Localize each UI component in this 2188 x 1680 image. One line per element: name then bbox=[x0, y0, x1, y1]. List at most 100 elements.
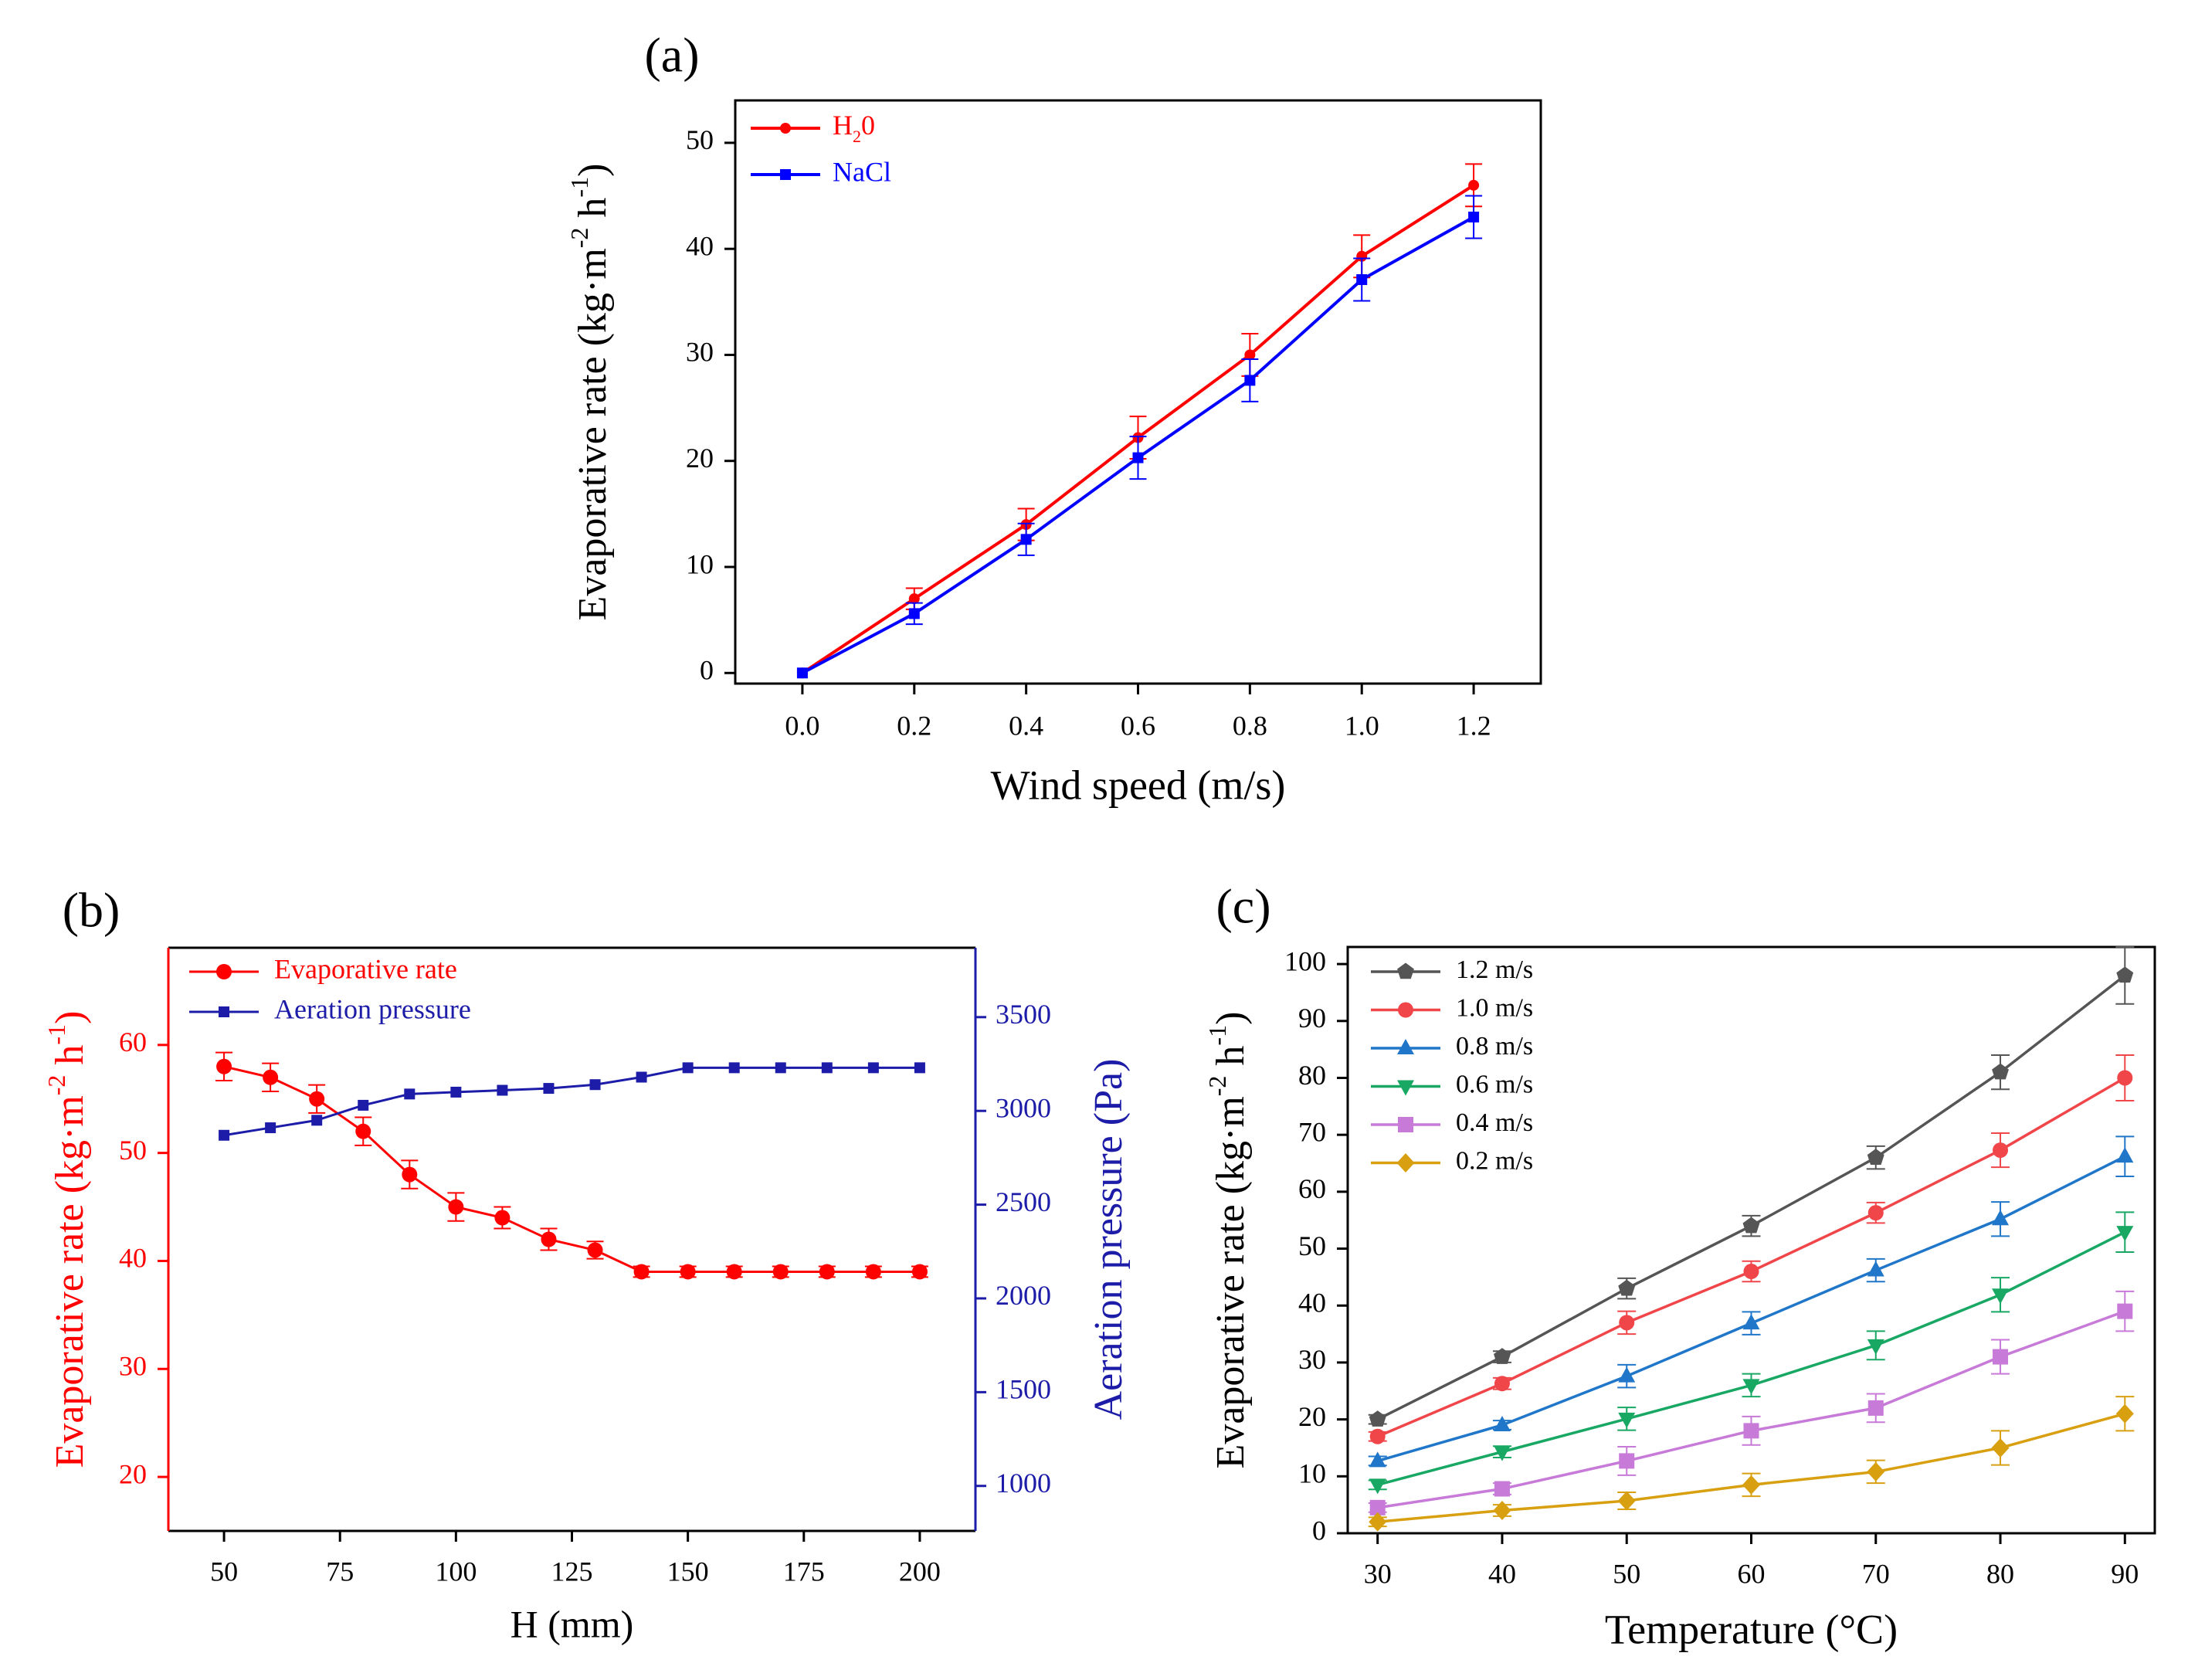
legend-marker bbox=[1398, 1117, 1413, 1132]
x-axis-title: Wind speed (m/s) bbox=[991, 762, 1286, 808]
data-point bbox=[908, 593, 920, 605]
data-point bbox=[2116, 1147, 2134, 1163]
x-tick-label: 1.2 bbox=[1457, 710, 1491, 741]
data-point bbox=[450, 1086, 462, 1098]
data-point bbox=[1244, 375, 1256, 386]
data-point bbox=[1494, 1481, 1510, 1497]
y-tick-label: 10 bbox=[686, 548, 714, 579]
data-point bbox=[1992, 1288, 2010, 1305]
panel-label: (c) bbox=[1216, 879, 1270, 934]
data-point bbox=[1867, 1339, 1884, 1355]
x-tick-label: 30 bbox=[1364, 1558, 1392, 1589]
data-point bbox=[914, 1062, 925, 1074]
y-axis-title-part: -2 bbox=[1203, 1076, 1231, 1097]
data-point bbox=[1992, 1210, 2010, 1226]
x-tick-label: 0.6 bbox=[1121, 710, 1155, 741]
legend-label: NaCl bbox=[833, 156, 891, 187]
y-axis-title-part: -1 bbox=[1203, 1025, 1231, 1046]
x-axis-title: H (mm) bbox=[511, 1602, 634, 1645]
data-point bbox=[1618, 1279, 1636, 1296]
data-point bbox=[1369, 1410, 1386, 1427]
x-tick-label: 0.4 bbox=[1009, 710, 1043, 741]
data-point bbox=[1494, 1376, 1510, 1392]
data-point bbox=[1494, 1348, 1511, 1364]
data-point bbox=[1993, 1349, 2009, 1365]
x-tick-label: 0.2 bbox=[897, 710, 931, 741]
data-point bbox=[796, 667, 808, 679]
data-point bbox=[448, 1199, 464, 1215]
y-tick-label: 100 bbox=[1284, 945, 1326, 976]
right-y-tick-label: 1000 bbox=[996, 1468, 1051, 1498]
data-point bbox=[867, 1062, 879, 1074]
left-y-axis-title-part: -1 bbox=[42, 1024, 70, 1045]
x-tick-label: 175 bbox=[783, 1556, 825, 1587]
y-axis-title-part: -1 bbox=[565, 177, 593, 198]
legend-marker bbox=[1397, 962, 1414, 979]
legend-marker bbox=[1398, 1002, 1413, 1018]
data-point bbox=[219, 1129, 230, 1141]
legend-marker bbox=[219, 1006, 229, 1017]
left-y-tick-label: 50 bbox=[119, 1135, 147, 1166]
x-tick-label: 50 bbox=[1613, 1558, 1640, 1589]
data-point bbox=[543, 1083, 555, 1095]
data-point bbox=[1617, 1491, 1636, 1511]
data-point bbox=[404, 1088, 416, 1100]
y-tick-label: 30 bbox=[686, 337, 714, 368]
series-line bbox=[223, 1066, 920, 1137]
data-point bbox=[587, 1242, 603, 1258]
series-evaporative-rate: Evaporative rate bbox=[189, 953, 928, 1280]
data-point bbox=[1493, 1445, 1511, 1461]
data-point bbox=[1468, 179, 1480, 191]
data-point bbox=[1992, 1063, 2009, 1080]
data-point bbox=[1493, 1415, 1511, 1431]
data-point bbox=[682, 1062, 694, 1074]
left-y-axis-title: Evaporative rate (kg·m-2 h-1) bbox=[42, 1011, 92, 1468]
data-point bbox=[309, 1091, 325, 1107]
left-y-tick-label: 30 bbox=[119, 1351, 147, 1382]
legend-label: Aeration pressure bbox=[274, 993, 471, 1024]
y-axis-title-part: h bbox=[1209, 1046, 1253, 1076]
data-point bbox=[1991, 1437, 2010, 1458]
right-y-tick-label: 3000 bbox=[996, 1092, 1051, 1123]
y-tick-label: 10 bbox=[1298, 1458, 1326, 1489]
series-nacl: NaCl bbox=[751, 156, 1483, 679]
data-point bbox=[2117, 1303, 2133, 1319]
data-point bbox=[1132, 452, 1144, 463]
series-1-2-m-s: 1.2 m/s bbox=[1368, 946, 2135, 1427]
legend-marker bbox=[1396, 1153, 1415, 1173]
data-point bbox=[1369, 1451, 1386, 1468]
data-point bbox=[821, 1062, 833, 1074]
x-tick-label: 0.8 bbox=[1233, 710, 1267, 741]
data-point bbox=[772, 1264, 789, 1280]
x-tick-label: 40 bbox=[1488, 1558, 1516, 1589]
x-tick-label: 80 bbox=[1986, 1558, 2014, 1589]
data-point bbox=[911, 1264, 928, 1280]
data-point bbox=[728, 1062, 740, 1074]
panel-label: (b) bbox=[63, 883, 120, 938]
y-axis-title: Evaporative rate (kg·m-2 h-1) bbox=[1203, 1012, 1253, 1469]
panel-c-chart: (c) 0 10 20 30 40 50 60 70 80 90 100 30 40 50 60 70 80 90 T… bbox=[1203, 879, 2156, 1652]
data-point bbox=[1619, 1453, 1635, 1469]
left-y-axis-title-part: h bbox=[48, 1045, 92, 1075]
data-point bbox=[494, 1210, 511, 1226]
legend-marker bbox=[780, 123, 791, 134]
legend-label-part: H bbox=[833, 110, 853, 141]
right-y-tick-label: 1500 bbox=[996, 1374, 1051, 1405]
data-point bbox=[1867, 1400, 1884, 1416]
right-y-tick-label: 2000 bbox=[996, 1280, 1051, 1311]
panel-b-chart: (b) 20 30 40 50 60 1000 1500 2000 2500 3000 3500 50 7… bbox=[42, 883, 1131, 1646]
data-point bbox=[1619, 1315, 1635, 1331]
y-tick-label: 60 bbox=[1298, 1173, 1326, 1204]
left-y-axis-title-part: Evaporative rate (kg·m bbox=[48, 1095, 92, 1468]
data-point bbox=[775, 1062, 786, 1074]
x-tick-label: 70 bbox=[1862, 1558, 1890, 1589]
series-h2o: H20 bbox=[751, 110, 1483, 679]
y-tick-label: 70 bbox=[1298, 1116, 1326, 1147]
data-point bbox=[355, 1123, 371, 1139]
data-point bbox=[1493, 1501, 1511, 1521]
series-line bbox=[1377, 1155, 2126, 1463]
legend-label: Evaporative rate bbox=[274, 953, 457, 984]
legend-label: 1.0 m/s bbox=[1456, 993, 1533, 1022]
data-point bbox=[1244, 349, 1256, 361]
